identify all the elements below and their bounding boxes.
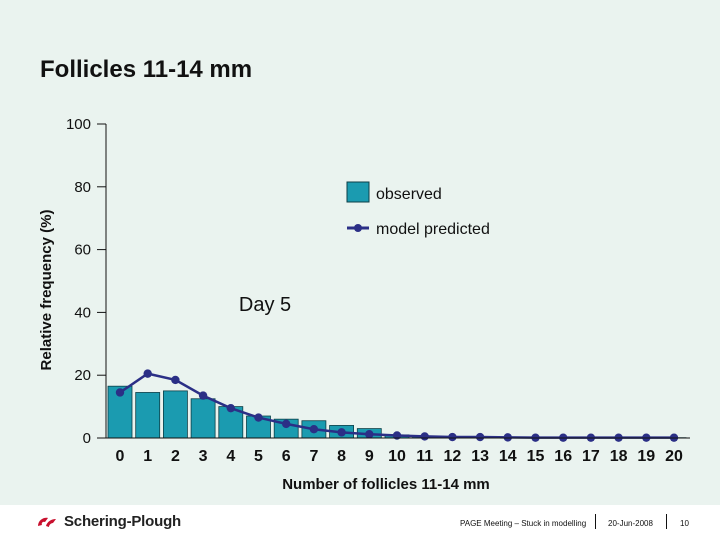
- footer: [0, 505, 720, 540]
- x-tick-label: 10: [388, 448, 406, 465]
- point-model-predicted: [143, 369, 152, 378]
- point-model-predicted: [171, 375, 180, 385]
- legend-marker-model: [354, 224, 362, 232]
- point-model-predicted: [254, 413, 263, 422]
- bar-observed: [162, 390, 188, 439]
- y-tick-label: 0: [83, 430, 91, 447]
- y-axis-label: Relative frequency (%): [38, 210, 55, 371]
- x-tick-layer: 0 1 2 3 4 5 6 7 8 9 10 11 12 13 14 15 16 17 18 19 20: [116, 448, 683, 465]
- bars-layer: [107, 385, 687, 439]
- legend-label-model: model predicted: [376, 221, 490, 238]
- y-tick-label: 80: [74, 179, 91, 196]
- bar-observed: [135, 392, 161, 439]
- footer-date: 20-Jun-2008: [608, 519, 653, 528]
- x-tick-label: 20: [665, 448, 683, 465]
- point-model-predicted: [198, 391, 208, 400]
- legend-label-observed: observed: [376, 186, 442, 203]
- chart-annotation: Day 5: [239, 294, 291, 316]
- point-model-predicted: [475, 432, 485, 442]
- x-tick-label: 6: [282, 448, 291, 465]
- point-model-predicted: [448, 432, 457, 442]
- legend: observed model predicted: [346, 181, 490, 238]
- x-tick-label: 8: [337, 448, 346, 465]
- x-tick-label: 0: [116, 448, 125, 465]
- footer-meeting: PAGE Meeting – Stuck in modelling: [460, 519, 587, 528]
- y-tick-label: 60: [74, 242, 91, 259]
- footer-separator: [666, 514, 667, 529]
- x-tick-label: 13: [471, 448, 489, 465]
- x-tick-label: 2: [171, 448, 180, 465]
- x-tick-label: 16: [554, 448, 572, 465]
- y-tick-layer: 0 20 40 60 80 100: [66, 116, 106, 447]
- x-tick-label: 17: [582, 448, 600, 465]
- schering-plough-logo-icon: [38, 517, 56, 527]
- x-tick-label: 7: [309, 448, 318, 465]
- y-tick-label: 100: [66, 116, 91, 133]
- bar-observed: [190, 398, 216, 439]
- x-tick-label: 9: [365, 448, 374, 465]
- point-model-predicted: [503, 433, 512, 442]
- x-axis-label: Number of follicles 11-14 mm: [282, 476, 490, 493]
- x-tick-label: 12: [444, 448, 462, 465]
- footer-page-number: 10: [680, 519, 689, 528]
- y-tick-label: 40: [74, 304, 91, 321]
- x-tick-label: 5: [254, 448, 263, 465]
- point-model-predicted: [309, 425, 319, 434]
- x-tick-label: 11: [416, 448, 433, 465]
- x-tick-label: 18: [610, 448, 628, 465]
- x-tick-label: 15: [527, 448, 545, 465]
- point-model-predicted: [420, 432, 429, 441]
- company-logo: Schering-Plough: [36, 513, 181, 530]
- y-tick-label: 20: [74, 367, 91, 384]
- x-tick-label: 3: [199, 448, 208, 465]
- x-tick-label: 19: [637, 448, 655, 465]
- company-name: Schering-Plough: [64, 513, 182, 530]
- point-model-predicted: [365, 430, 374, 439]
- x-tick-label: 4: [226, 448, 235, 465]
- x-tick-label: 14: [499, 448, 517, 465]
- point-model-predicted: [337, 428, 346, 437]
- point-model-predicted: [226, 403, 235, 413]
- point-model-predicted: [115, 388, 125, 397]
- slide-title: Follicles 11-14 mm: [40, 56, 253, 83]
- footer-separator: [595, 514, 596, 529]
- legend-swatch-observed: [346, 181, 370, 203]
- axes-layer: [105, 124, 690, 439]
- point-model-predicted: [282, 419, 291, 429]
- x-tick-label: 1: [143, 448, 152, 465]
